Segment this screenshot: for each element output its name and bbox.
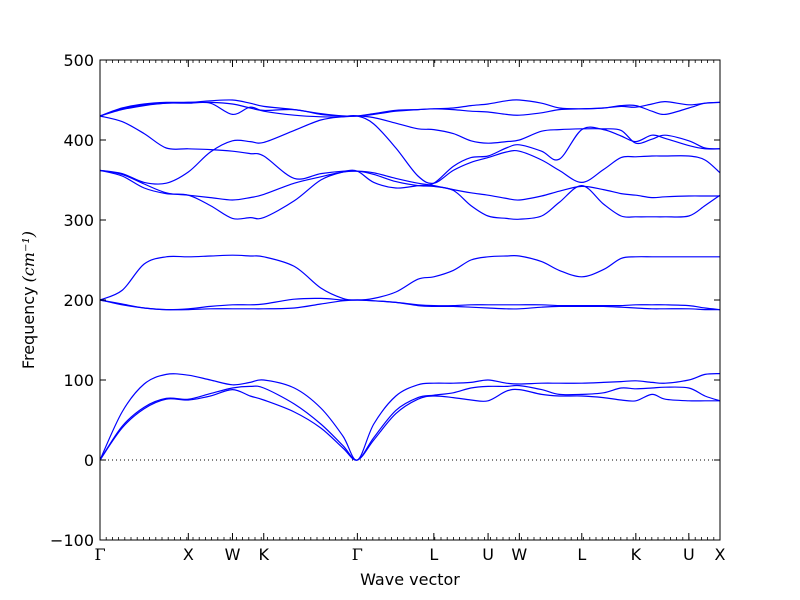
x-tick-label: Γ (352, 545, 363, 564)
x-tick-label: W (511, 545, 527, 564)
x-tick-label: K (631, 545, 642, 564)
band-line-6 (99, 254, 720, 301)
band-line-3 (99, 373, 721, 461)
band-line-5 (99, 297, 721, 311)
x-tick-label: U (482, 545, 494, 564)
y-tick-label: 0 (84, 451, 94, 470)
y-axis-label: Frequency (cm⁻¹) (19, 231, 38, 369)
y-tick-label: 200 (63, 291, 94, 310)
x-tick-label: X (183, 545, 194, 564)
band-line-4 (99, 299, 721, 311)
y-tick-label: −100 (50, 531, 94, 550)
plot-frame (99, 59, 721, 541)
x-tick-label: L (429, 545, 438, 564)
band-line-9 (99, 114, 721, 185)
x-tick-label: U (683, 545, 695, 564)
band-line-7 (99, 169, 721, 220)
x-axis-label: Wave vector (360, 570, 460, 589)
band-line-13 (99, 101, 721, 117)
y-axis-label-unit: (cm⁻¹) (19, 231, 38, 282)
y-axis-ticks: −100 0 100 200 300 400 500 (50, 51, 720, 550)
series-lines (99, 99, 721, 461)
y-tick-label: 100 (63, 371, 94, 390)
x-tick-label: K (258, 545, 269, 564)
band-line-8 (99, 169, 720, 201)
y-tick-label: 400 (63, 131, 94, 150)
band-line-11 (99, 101, 721, 150)
x-tick-label: X (715, 545, 726, 564)
y-axis-label-text: Frequency (19, 286, 38, 369)
band-line-2 (99, 384, 721, 461)
x-tick-label: Γ (94, 545, 105, 564)
y-tick-label: 500 (63, 51, 94, 70)
x-tick-label: W (225, 545, 241, 564)
band-line-1 (99, 388, 720, 461)
y-tick-label: 300 (63, 211, 94, 230)
minor-ticks (99, 60, 721, 540)
x-tick-label: L (577, 545, 586, 564)
